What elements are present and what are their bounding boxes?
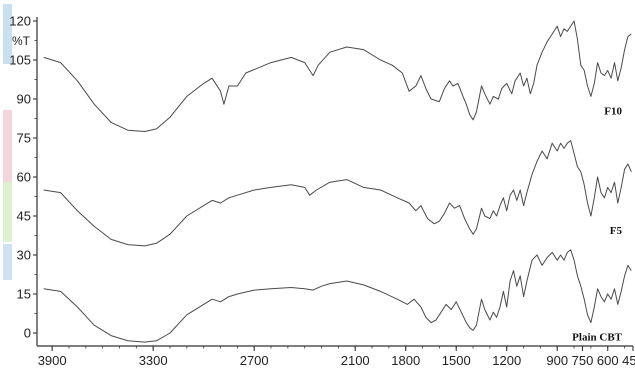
x-tick-label-3: 2100: [341, 353, 370, 368]
y-tick-label-8: 120: [9, 14, 31, 29]
x-tick-label-6: 1200: [492, 353, 521, 368]
x-tick-label-10: 450: [622, 353, 635, 368]
x-tick-label-2: 2700: [240, 353, 269, 368]
series-labels-group: F10 F5 Plain CBT: [572, 105, 622, 343]
left-edge-green-tint: [3, 182, 12, 242]
x-tick-label-7: 900: [546, 353, 568, 368]
series-line-f10: [43, 20, 632, 132]
y-tick-label-2: 30: [17, 248, 31, 263]
x-ticks-group: 3900 3300 2700 2100 1800 1500 1200 900 750600450: [38, 346, 635, 368]
series-line-f5: [43, 140, 632, 247]
y-unit-label: %T: [12, 34, 31, 48]
y-tick-label-6: 90: [17, 92, 31, 107]
y-tick-label-0: 0: [24, 326, 31, 341]
y-tick-label-7: 105: [9, 53, 31, 68]
left-edge-pink-tint: [3, 110, 12, 182]
series-label-f10: F10: [604, 105, 622, 117]
y-tick-label-4: 60: [17, 170, 31, 185]
series-line-plain-cbt: [43, 249, 632, 343]
x-tick-label-8: 750: [572, 353, 594, 368]
x-tick-label-0: 3900: [38, 353, 67, 368]
y-tick-label-3: 45: [17, 209, 31, 224]
x-tick-label-4: 1800: [391, 353, 420, 368]
x-tick-label-1: 3300: [139, 353, 168, 368]
left-edge-blue-tint: [3, 4, 12, 64]
series-layer: [43, 20, 632, 343]
x-tick-label-9: 600: [597, 353, 619, 368]
series-label-f5: F5: [610, 225, 623, 237]
x-tick-label-5: 1500: [442, 353, 471, 368]
left-edge-blue-tint-2: [3, 244, 12, 280]
y-tick-label-5: 75: [17, 131, 31, 146]
y-tick-label-1: 15: [17, 287, 31, 302]
y-ticks-group: 0 15 30 45 60 75 90 105 120: [9, 14, 37, 341]
series-label-plain-cbt: Plain CBT: [572, 332, 622, 344]
